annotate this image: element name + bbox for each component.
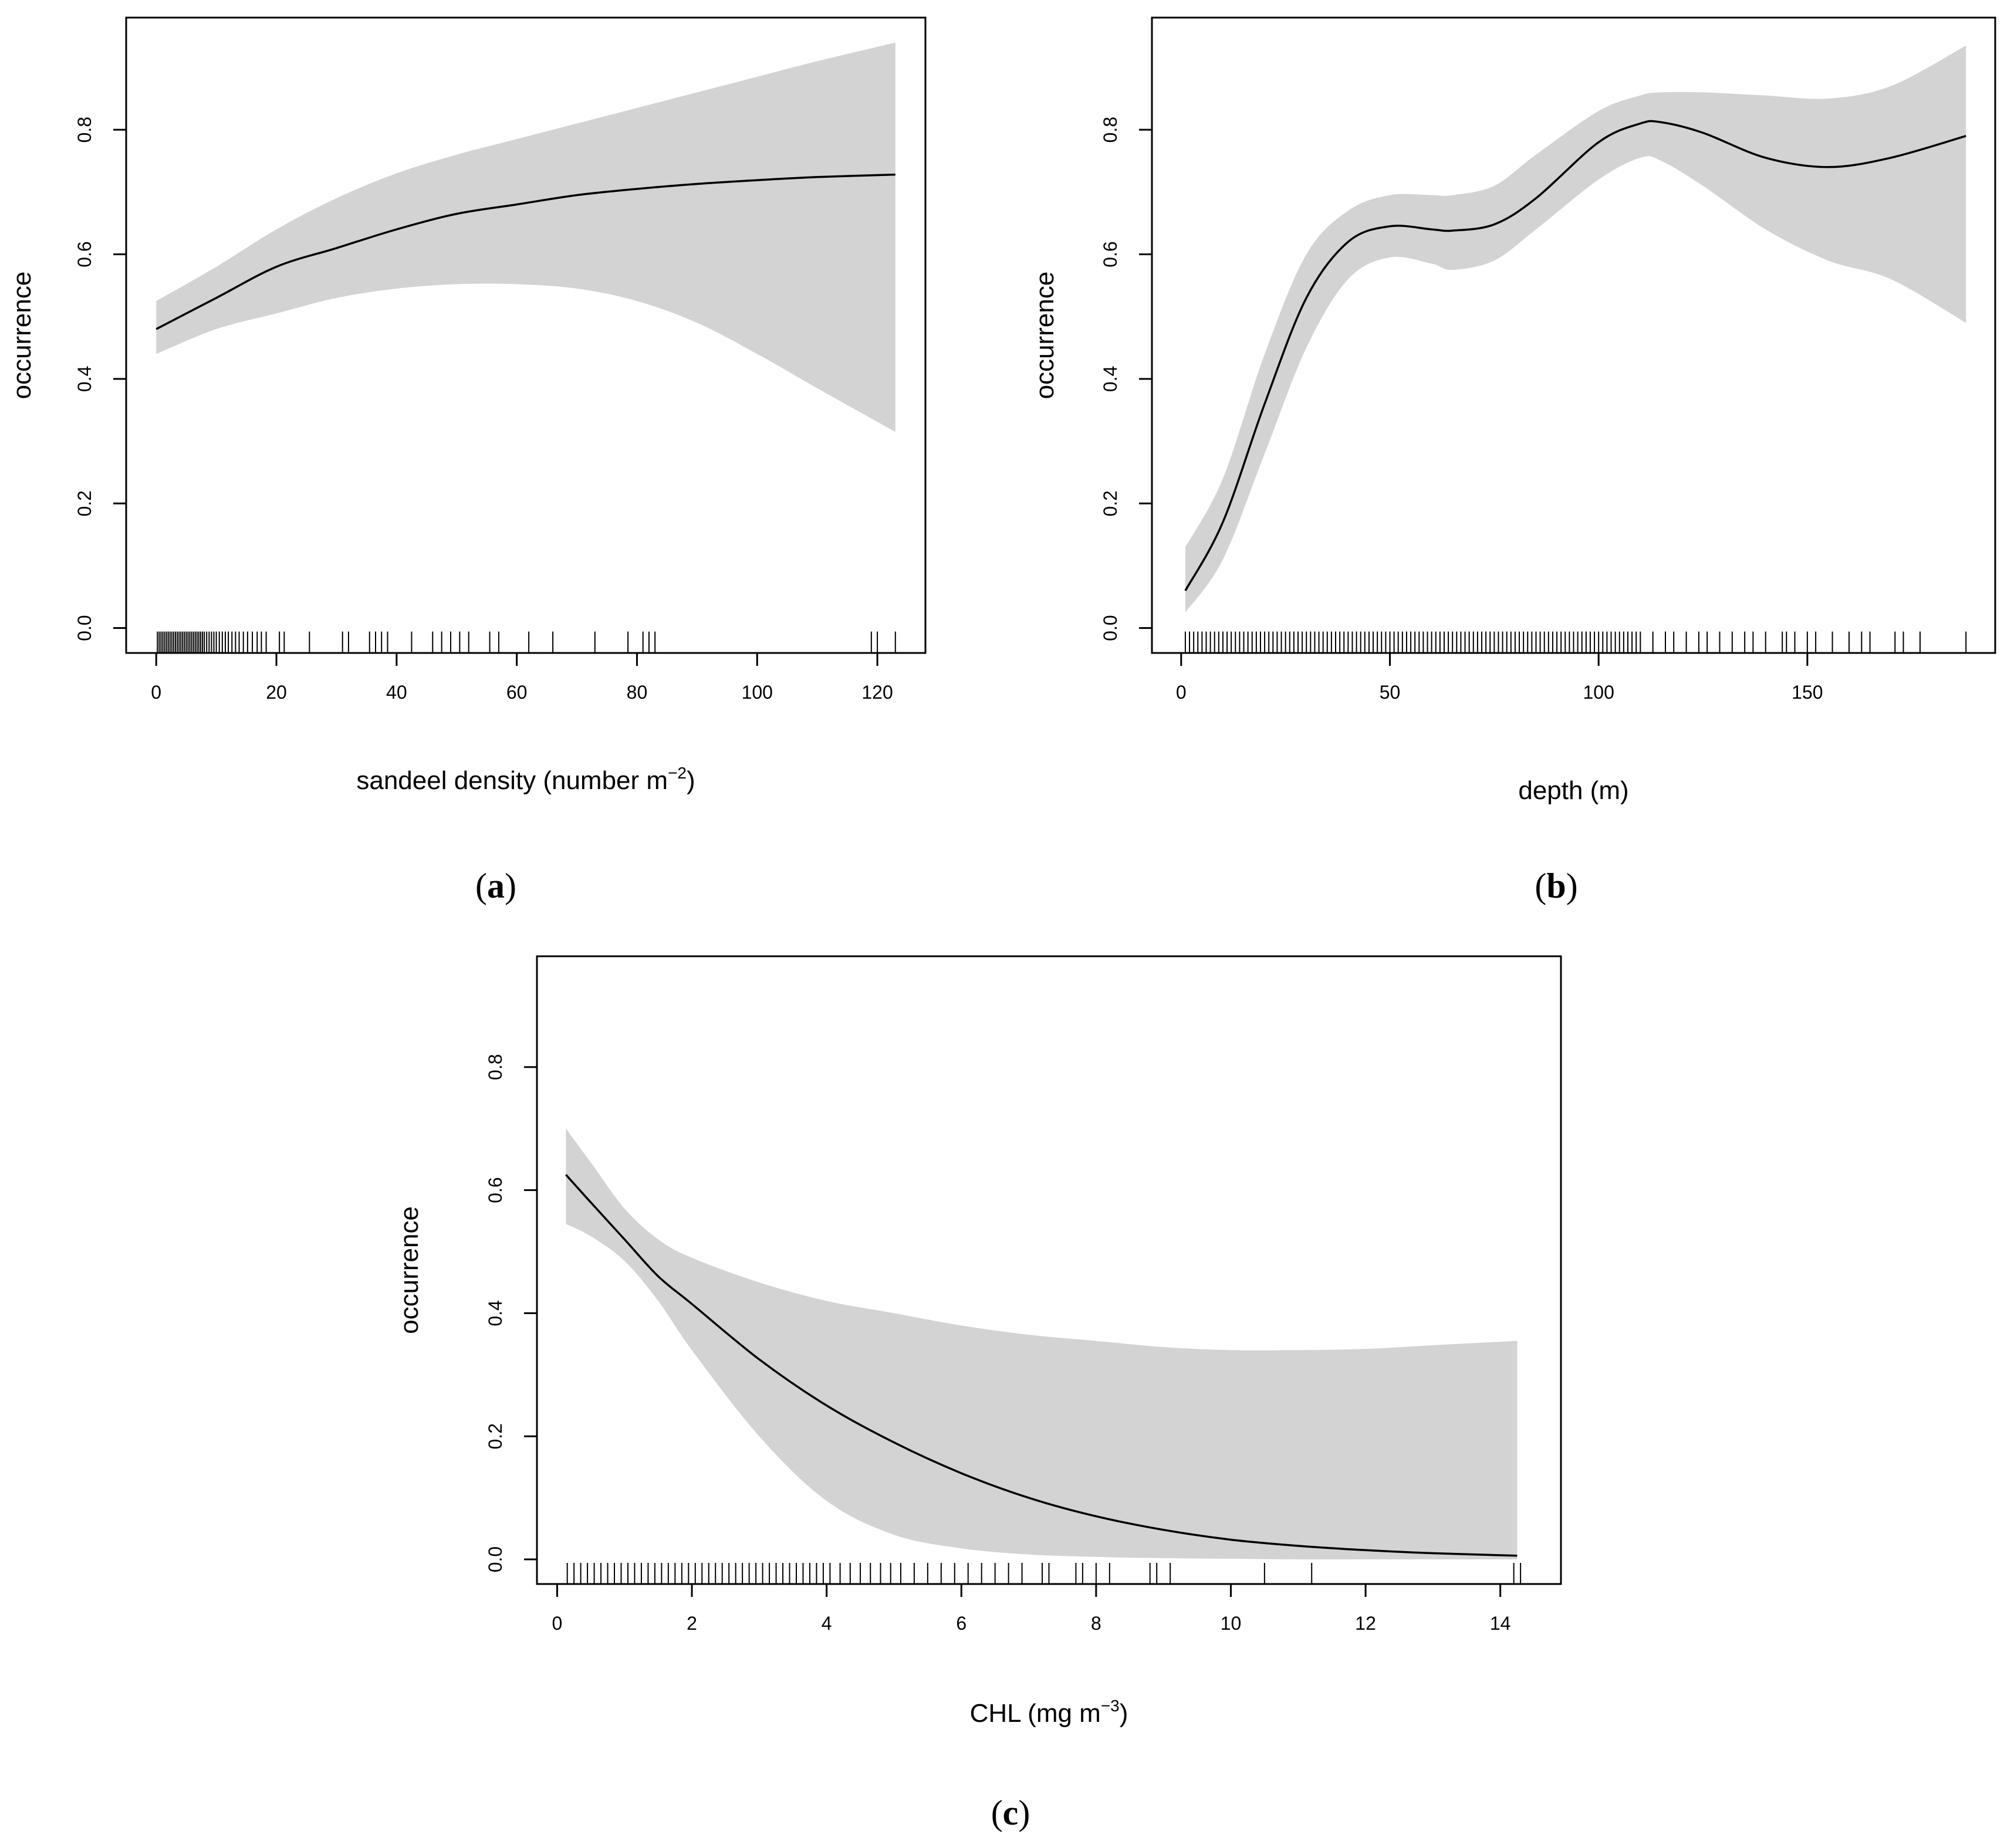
panel-c: 0 2 4 6 8 10 12 14 0.0 0.2 0.4 0.6 0.8 occurrence CHL … bbox=[395, 955, 1562, 1832]
x-tick-label: 150 bbox=[1792, 682, 1823, 703]
x-axis-title: CHL (mg m−3) bbox=[970, 1697, 1128, 1728]
x-tick-label: 0 bbox=[1176, 682, 1187, 703]
x-tick-label: 10 bbox=[1221, 1613, 1242, 1634]
x-tick-label: 12 bbox=[1355, 1613, 1376, 1634]
y-tick-label: 0.0 bbox=[485, 1546, 506, 1572]
x-axis-title: depth (m) bbox=[1518, 776, 1628, 805]
x-tick-label: 2 bbox=[687, 1613, 697, 1634]
confidence-band-c bbox=[566, 1128, 1518, 1560]
y-tick-label: 0.2 bbox=[1100, 490, 1121, 516]
fit-line-a bbox=[156, 173, 895, 330]
panel-letter: a bbox=[487, 867, 505, 905]
y-tick-label: 0.4 bbox=[485, 1300, 506, 1326]
x-tick-label: 50 bbox=[1380, 682, 1401, 703]
x-axis-title-main: depth (m) bbox=[1518, 776, 1628, 805]
y-tick-label: 0.2 bbox=[74, 490, 95, 516]
rug-c bbox=[566, 1563, 1522, 1584]
y-axis-title: occurrence bbox=[395, 1206, 424, 1334]
x-axis-title-superscript: −3 bbox=[1101, 1697, 1120, 1715]
x-axis-title-end: ) bbox=[1120, 1699, 1128, 1728]
y-tick-label: 0.0 bbox=[74, 615, 95, 641]
y-tick-label: 0.8 bbox=[1100, 117, 1121, 143]
x-tick-label: 6 bbox=[956, 1613, 966, 1634]
y-tick-label: 0.6 bbox=[1100, 241, 1121, 267]
y-axis-title: occurrence bbox=[1030, 272, 1059, 400]
y-tick-label: 0.2 bbox=[485, 1423, 506, 1449]
rug-b bbox=[1184, 631, 1967, 653]
x-axis-title: sandeel density (number m−2) bbox=[356, 764, 695, 795]
panel-label-a: (a) bbox=[475, 867, 516, 905]
panel-b: 0 50 100 150 0.0 0.2 0.4 0.6 0.8 occurrence depth … bbox=[1030, 16, 1996, 905]
x-tick-label: 60 bbox=[506, 682, 528, 703]
x-tick-label: 4 bbox=[822, 1613, 832, 1634]
panel-label-b: (b) bbox=[1535, 867, 1577, 905]
fit-line-b bbox=[1184, 120, 1966, 591]
rug-a bbox=[157, 631, 896, 653]
x-tick-label: 20 bbox=[266, 682, 287, 703]
x-tick-label: 0 bbox=[151, 682, 161, 703]
y-axis-title: occurrence bbox=[8, 272, 36, 400]
x-tick-label: 100 bbox=[742, 682, 773, 703]
y-tick-label: 0.0 bbox=[1100, 615, 1121, 641]
x-axis-title-main: CHL (mg m bbox=[970, 1699, 1101, 1728]
panel-label-c: (c) bbox=[991, 1793, 1030, 1832]
x-tick-label: 100 bbox=[1583, 682, 1614, 703]
panel-letter: b bbox=[1546, 867, 1566, 905]
x-axis-title-end: ) bbox=[687, 766, 695, 795]
confidence-band-a bbox=[156, 42, 895, 432]
y-tick-label: 0.4 bbox=[74, 366, 95, 392]
y-tick-label: 0.6 bbox=[74, 241, 95, 267]
x-tick-label: 80 bbox=[627, 682, 648, 703]
y-tick-label: 0.8 bbox=[74, 117, 95, 143]
x-tick-label: 0 bbox=[552, 1613, 563, 1634]
x-tick-label: 120 bbox=[861, 682, 893, 703]
y-tick-label: 0.4 bbox=[1100, 366, 1121, 392]
confidence-band-b bbox=[1185, 45, 1966, 613]
panel-letter: c bbox=[1003, 1793, 1019, 1832]
y-tick-label: 0.6 bbox=[485, 1177, 506, 1203]
x-tick-label: 8 bbox=[1091, 1613, 1101, 1634]
x-axis-title-main: sandeel density (number m bbox=[356, 766, 668, 795]
x-tick-label: 14 bbox=[1490, 1613, 1511, 1634]
x-tick-label: 40 bbox=[386, 682, 407, 703]
y-tick-label: 0.8 bbox=[485, 1054, 506, 1080]
panel-a: 0 20 40 60 80 100 120 0.0 0.2 0.4 0.6 0.8 occurrence… bbox=[8, 16, 927, 905]
fit-line-c bbox=[565, 1174, 1518, 1557]
x-axis-title-superscript: −2 bbox=[668, 764, 687, 782]
